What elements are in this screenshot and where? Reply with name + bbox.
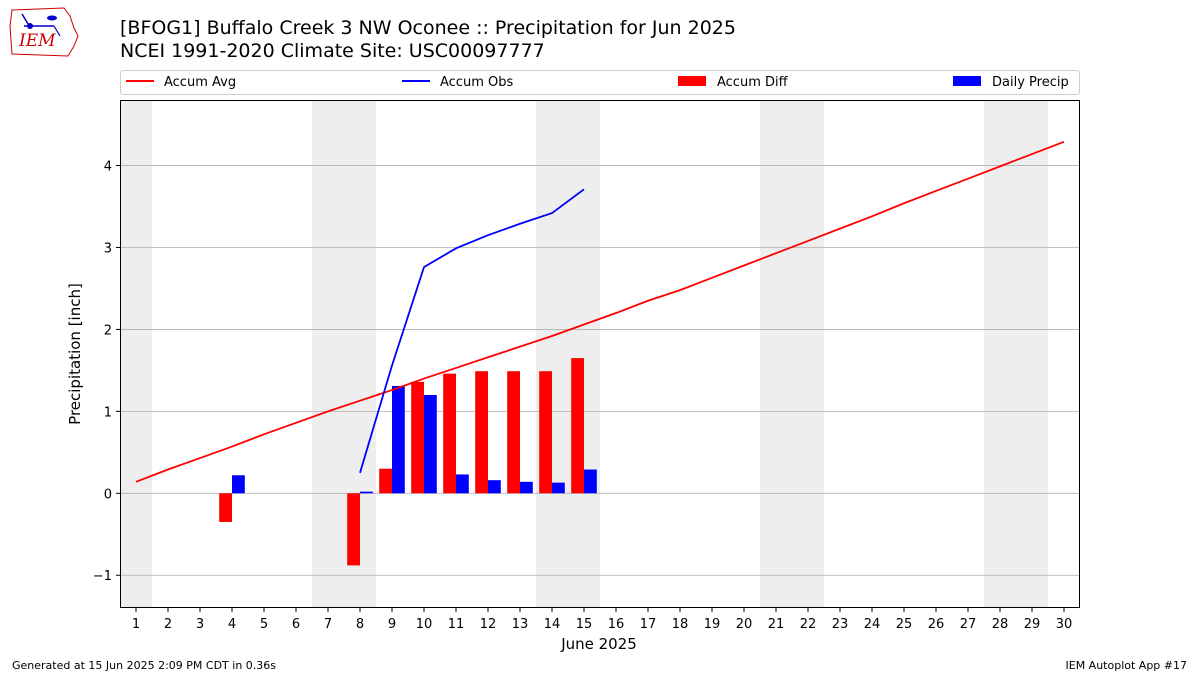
daily-precip-bar <box>424 394 437 494</box>
x-tick-label: 1 <box>132 617 140 632</box>
accum-diff-bar <box>219 493 232 522</box>
weekend-band <box>760 100 824 608</box>
legend: Accum Avg Accum Obs Accum Diff Daily Pre… <box>120 70 1080 95</box>
x-tick-label: 13 <box>512 617 529 632</box>
x-tick-label: 6 <box>292 617 300 632</box>
accum-diff-bar <box>411 381 424 494</box>
footer-generated: Generated at 15 Jun 2025 2:09 PM CDT in … <box>12 659 277 672</box>
weekend-band <box>312 100 376 608</box>
x-tick-label: 25 <box>896 617 913 632</box>
weekend-band <box>536 100 600 608</box>
legend-label-accum-diff: Accum Diff <box>717 75 789 90</box>
x-tick-label: 28 <box>992 617 1009 632</box>
iem-logo <box>9 7 79 57</box>
x-tick-label: 12 <box>480 617 497 632</box>
daily-precip-bar <box>520 481 533 494</box>
y-tick-label: −1 <box>93 569 112 584</box>
daily-precip-bar <box>584 469 597 494</box>
weekend-band <box>120 100 152 608</box>
y-tick-label: 2 <box>104 323 112 338</box>
x-tick-label: 14 <box>544 617 561 632</box>
y-axis-label: Precipitation [inch] <box>66 283 84 425</box>
accum-obs-line <box>359 188 585 474</box>
x-tick-label: 26 <box>928 617 945 632</box>
plot-frame <box>120 100 1080 608</box>
daily-precip-bar <box>392 385 405 494</box>
chart-subtitle: NCEI 1991-2020 Climate Site: USC00097777 <box>120 40 545 62</box>
x-tick-label: 4 <box>228 617 236 632</box>
daily-precip-bar <box>488 480 501 494</box>
accum-diff-bar <box>475 371 488 494</box>
x-tick-label: 5 <box>260 617 268 632</box>
legend-label-accum-avg: Accum Avg <box>164 75 236 90</box>
accum-diff-bar <box>571 358 584 494</box>
legend-label-daily-precip: Daily Precip <box>992 75 1069 90</box>
accum-avg-line <box>135 140 1065 483</box>
x-tick-label: 11 <box>448 617 465 632</box>
x-tick-label: 29 <box>1024 617 1041 632</box>
y-tick-label: 3 <box>104 241 112 256</box>
daily-precip-bar <box>552 482 565 494</box>
x-tick-label: 2 <box>164 617 172 632</box>
accum-diff-bar <box>443 373 456 494</box>
y-tick-label: 1 <box>104 405 112 420</box>
x-tick-label: 19 <box>704 617 721 632</box>
legend-label-accum-obs: Accum Obs <box>440 75 513 90</box>
x-tick-label: 24 <box>864 617 881 632</box>
x-axis-label: June 2025 <box>560 635 637 653</box>
x-tick-label: 9 <box>388 617 396 632</box>
chart-title: [BFOG1] Buffalo Creek 3 NW Oconee :: Pre… <box>120 17 736 39</box>
x-tick-label: 7 <box>324 617 332 632</box>
logo-text: IEM <box>19 31 56 51</box>
accum-diff-bar <box>379 468 392 494</box>
x-tick-label: 3 <box>196 617 204 632</box>
weekend-band <box>984 100 1048 608</box>
daily-precip-bar <box>456 474 469 494</box>
x-tick-label: 15 <box>576 617 593 632</box>
accum-diff-bar <box>507 371 520 494</box>
footer-app: IEM Autoplot App #17 <box>1065 659 1188 672</box>
x-tick-label: 16 <box>608 617 625 632</box>
legend-swatch-daily-precip <box>953 76 981 86</box>
x-tick-label: 17 <box>640 617 657 632</box>
x-tick-label: 30 <box>1056 617 1073 632</box>
x-tick-label: 27 <box>960 617 977 632</box>
x-tick-label: 8 <box>356 617 364 632</box>
x-tick-label: 10 <box>416 617 433 632</box>
x-tick-label: 22 <box>800 617 817 632</box>
daily-precip-bar <box>232 475 245 494</box>
daily-precip-bar <box>360 491 373 494</box>
legend-swatch-accum-diff <box>678 76 706 86</box>
x-tick-label: 23 <box>832 617 849 632</box>
x-tick-label: 18 <box>672 617 689 632</box>
y-tick-label: 0 <box>104 487 112 502</box>
accum-diff-bar <box>539 371 552 494</box>
accum-diff-bar <box>347 493 360 566</box>
x-tick-label: 21 <box>768 617 785 632</box>
x-tick-label: 20 <box>736 617 753 632</box>
y-tick-label: 4 <box>104 160 112 175</box>
